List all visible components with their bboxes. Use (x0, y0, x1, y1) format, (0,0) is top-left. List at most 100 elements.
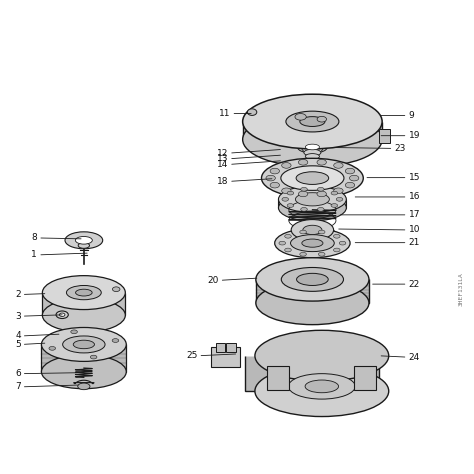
Ellipse shape (281, 267, 344, 292)
Ellipse shape (317, 191, 327, 197)
FancyBboxPatch shape (355, 366, 376, 390)
Ellipse shape (305, 144, 319, 150)
Ellipse shape (256, 281, 369, 325)
Text: 21: 21 (409, 238, 420, 247)
Ellipse shape (278, 186, 346, 212)
Ellipse shape (281, 166, 344, 191)
FancyBboxPatch shape (267, 366, 289, 390)
Ellipse shape (282, 197, 289, 201)
Ellipse shape (65, 232, 103, 249)
Ellipse shape (319, 252, 325, 256)
Text: 22: 22 (409, 280, 420, 289)
Ellipse shape (256, 258, 369, 301)
Ellipse shape (305, 380, 338, 393)
Text: 25: 25 (186, 351, 197, 360)
Text: 14: 14 (217, 160, 228, 169)
Ellipse shape (304, 149, 321, 156)
Ellipse shape (112, 287, 120, 292)
Ellipse shape (78, 243, 90, 248)
Ellipse shape (73, 340, 94, 349)
Text: 8: 8 (31, 233, 37, 242)
Ellipse shape (291, 229, 334, 250)
Text: 24: 24 (409, 353, 420, 362)
Ellipse shape (302, 239, 323, 247)
Ellipse shape (349, 175, 359, 181)
Ellipse shape (75, 289, 92, 296)
Ellipse shape (302, 145, 323, 153)
Ellipse shape (303, 225, 322, 235)
Ellipse shape (318, 187, 324, 191)
Ellipse shape (318, 208, 324, 211)
Ellipse shape (288, 374, 356, 399)
Polygon shape (243, 121, 382, 139)
Polygon shape (256, 279, 369, 303)
Ellipse shape (301, 208, 307, 211)
Text: 17: 17 (409, 210, 420, 219)
Ellipse shape (63, 336, 105, 353)
Ellipse shape (331, 204, 337, 208)
Ellipse shape (262, 158, 363, 198)
Ellipse shape (285, 248, 292, 252)
Ellipse shape (317, 117, 327, 122)
Ellipse shape (286, 111, 339, 132)
Ellipse shape (300, 117, 325, 127)
Ellipse shape (285, 234, 292, 238)
Ellipse shape (270, 168, 280, 174)
Ellipse shape (41, 328, 126, 361)
Ellipse shape (319, 230, 325, 234)
Ellipse shape (255, 330, 389, 381)
Polygon shape (42, 292, 125, 315)
Text: 1: 1 (31, 250, 37, 259)
Ellipse shape (334, 248, 340, 252)
Ellipse shape (345, 182, 355, 188)
Ellipse shape (334, 188, 343, 193)
Ellipse shape (247, 109, 257, 116)
Ellipse shape (275, 228, 350, 258)
Ellipse shape (334, 234, 340, 238)
Ellipse shape (305, 154, 319, 159)
FancyBboxPatch shape (216, 343, 225, 352)
Ellipse shape (297, 141, 328, 153)
FancyBboxPatch shape (210, 347, 240, 367)
Ellipse shape (295, 193, 329, 206)
Ellipse shape (301, 187, 307, 191)
Ellipse shape (345, 168, 355, 174)
Ellipse shape (291, 235, 334, 252)
Ellipse shape (112, 338, 119, 342)
Ellipse shape (282, 188, 291, 193)
Text: 23: 23 (394, 144, 406, 153)
Text: 2: 2 (15, 290, 21, 299)
Ellipse shape (296, 172, 328, 184)
Text: 11: 11 (219, 109, 230, 118)
Ellipse shape (42, 276, 125, 310)
Ellipse shape (297, 273, 328, 285)
Ellipse shape (336, 197, 343, 201)
Text: 13: 13 (217, 154, 228, 163)
Ellipse shape (291, 219, 334, 240)
Ellipse shape (71, 330, 77, 334)
Text: 10: 10 (409, 226, 420, 235)
Ellipse shape (56, 311, 68, 319)
Ellipse shape (334, 163, 343, 168)
Polygon shape (41, 345, 126, 372)
Ellipse shape (299, 191, 308, 197)
Polygon shape (278, 199, 346, 208)
Ellipse shape (300, 252, 306, 256)
Ellipse shape (300, 230, 306, 234)
Ellipse shape (279, 241, 285, 245)
Text: 9: 9 (409, 111, 414, 120)
Ellipse shape (266, 175, 275, 181)
Ellipse shape (278, 195, 346, 221)
Ellipse shape (41, 355, 126, 389)
Ellipse shape (331, 191, 337, 195)
Ellipse shape (287, 204, 294, 208)
Polygon shape (246, 356, 379, 391)
Ellipse shape (42, 298, 125, 332)
Ellipse shape (339, 241, 346, 245)
Text: 5: 5 (15, 340, 21, 349)
Ellipse shape (255, 365, 389, 417)
Text: 4: 4 (15, 331, 21, 340)
Text: 16: 16 (409, 192, 420, 201)
Text: 3HEF131LA: 3HEF131LA (458, 272, 463, 306)
Ellipse shape (78, 383, 90, 390)
